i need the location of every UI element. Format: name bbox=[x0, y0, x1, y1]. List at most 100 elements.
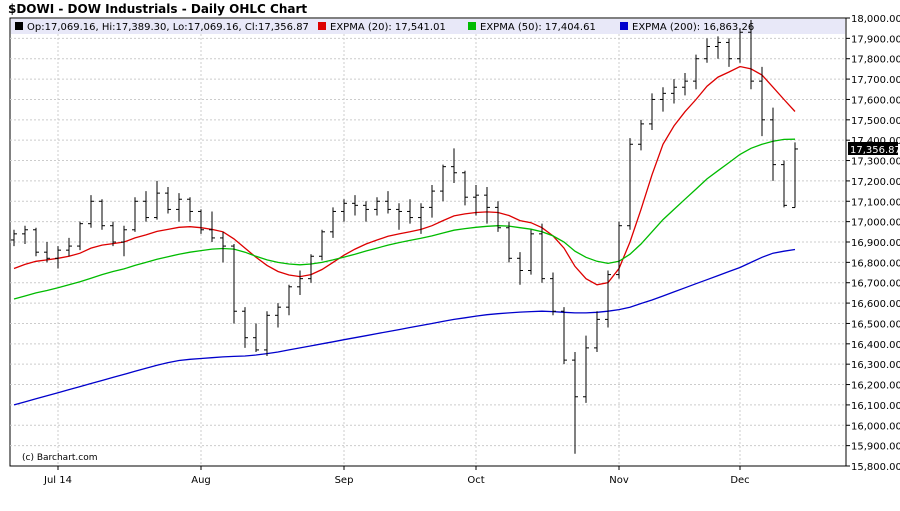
ohlc-bar bbox=[550, 272, 556, 316]
ohlc-bar bbox=[275, 303, 281, 328]
ohlc-bar bbox=[682, 72, 688, 96]
ohlc-bar bbox=[209, 211, 215, 242]
ema200-legend-text: EXPMA (200): 16,863.26 bbox=[632, 22, 754, 33]
ohlc-bar bbox=[484, 187, 490, 224]
ohlc-bar bbox=[286, 284, 292, 316]
ema-series-1 bbox=[13, 138, 796, 300]
y-tick-label: 17,100.00 bbox=[851, 197, 900, 208]
y-tick-label: 17,000.00 bbox=[851, 218, 900, 229]
ema20-legend-swatch bbox=[318, 22, 326, 30]
y-tick-label: 17,800.00 bbox=[851, 55, 900, 66]
ohlc-bar bbox=[616, 221, 622, 279]
ohlc-bar bbox=[253, 323, 259, 352]
ema50-legend-text: EXPMA (50): 17,404.61 bbox=[480, 22, 596, 33]
y-tick-label: 16,200.00 bbox=[851, 381, 900, 392]
ohlc-bar bbox=[99, 199, 105, 230]
ohlc-bar bbox=[473, 184, 479, 216]
y-tick-label: 17,900.00 bbox=[851, 34, 900, 45]
ohlc-bar bbox=[242, 307, 248, 348]
ema20-legend-text: EXPMA (20): 17,541.01 bbox=[330, 22, 446, 33]
x-tick-label: Sep bbox=[335, 475, 354, 486]
y-tick-label: 17,200.00 bbox=[851, 177, 900, 188]
y-tick-label: 16,300.00 bbox=[851, 360, 900, 371]
ohlc-bar bbox=[605, 270, 611, 328]
ohlc-legend-text: Op:17,069.16, Hi:17,389.30, Lo:17,069.16… bbox=[27, 22, 309, 33]
ohlc-bar bbox=[737, 28, 743, 63]
y-tick-label: 17,500.00 bbox=[851, 116, 900, 127]
ohlc-bar bbox=[308, 254, 314, 283]
ohlc-bar bbox=[121, 225, 127, 257]
ohlc-bar bbox=[143, 191, 149, 222]
ohlc-bar bbox=[198, 209, 204, 234]
ohlc-bar bbox=[77, 221, 83, 251]
y-tick-label: 15,900.00 bbox=[851, 442, 900, 453]
y-tick-label: 16,800.00 bbox=[851, 258, 900, 269]
legend-strip bbox=[11, 19, 845, 34]
y-tick-label: 17,600.00 bbox=[851, 95, 900, 106]
ohlc-bar bbox=[572, 351, 578, 454]
ohlc-bar bbox=[594, 311, 600, 352]
ohlc-bar bbox=[319, 229, 325, 261]
x-tick-label: Jul 14 bbox=[43, 475, 72, 486]
ohlc-bar bbox=[33, 227, 39, 257]
y-tick-label: 16,000.00 bbox=[851, 421, 900, 432]
ohlc-bar bbox=[66, 237, 72, 257]
ohlc-bar bbox=[330, 207, 336, 238]
ohlc-bar bbox=[22, 225, 28, 245]
ohlc-bars-group bbox=[11, 20, 798, 454]
ohlc-bar bbox=[187, 197, 193, 222]
ohlc-bar bbox=[220, 231, 226, 263]
ohlc-bar bbox=[352, 195, 358, 216]
ohlc-bar bbox=[638, 119, 644, 151]
y-tick-label: 16,100.00 bbox=[851, 401, 900, 412]
y-tick-label: 16,600.00 bbox=[851, 299, 900, 310]
ema-series-0 bbox=[13, 65, 796, 286]
ohlc-bar bbox=[385, 191, 391, 214]
ohlc-bar bbox=[627, 138, 633, 230]
ohlc-bar bbox=[517, 252, 523, 285]
x-axis: Jul 14 Aug Sep Oct Nov Dec bbox=[43, 466, 750, 486]
ohlc-bar bbox=[506, 221, 512, 263]
x-tick-label: Nov bbox=[609, 475, 629, 486]
ema-series-group bbox=[13, 65, 796, 406]
ohlc-bar bbox=[132, 197, 138, 232]
ohlc-legend-swatch bbox=[15, 22, 23, 30]
last-price-marker bbox=[848, 142, 898, 155]
ohlc-bar bbox=[11, 229, 17, 247]
y-tick-label: 16,400.00 bbox=[851, 340, 900, 351]
y-tick-label: 16,700.00 bbox=[851, 279, 900, 290]
last-price-label: 17,356.87 bbox=[850, 145, 900, 156]
ohlc-bar bbox=[759, 66, 765, 137]
ohlc-bar bbox=[110, 221, 116, 247]
source-credit: (c) Barchart.com bbox=[22, 453, 98, 463]
y-tick-label: 17,700.00 bbox=[851, 75, 900, 86]
ohlc-bar bbox=[44, 242, 50, 263]
y-tick-label: 18,000.00 bbox=[851, 14, 900, 25]
ohlc-bar bbox=[297, 270, 303, 295]
ohlc-bar bbox=[583, 335, 589, 403]
ohlc-bar bbox=[440, 164, 446, 202]
ohlc-bar bbox=[264, 311, 270, 357]
ohlc-bar bbox=[539, 223, 545, 283]
ohlc-bar bbox=[715, 36, 721, 59]
ohlc-bar bbox=[374, 197, 380, 216]
ohlc-bar bbox=[649, 93, 655, 130]
ohlc-bar bbox=[418, 203, 424, 234]
ohlc-bar bbox=[462, 170, 468, 206]
ohlc-bar bbox=[407, 199, 413, 224]
ohlc-bar bbox=[55, 246, 61, 269]
ohlc-bar bbox=[561, 307, 567, 365]
y-tick-label: 16,900.00 bbox=[851, 238, 900, 249]
y-tick-label: 17,300.00 bbox=[851, 157, 900, 168]
x-tick-label: Dec bbox=[730, 475, 749, 486]
ohlc-bar bbox=[671, 79, 677, 104]
ema-series-2 bbox=[13, 248, 796, 406]
ohlc-bar bbox=[341, 199, 347, 222]
ema50-legend-swatch bbox=[468, 22, 476, 30]
ohlc-bar bbox=[748, 20, 754, 90]
y-axis: 15,800.00 15,900.00 16,000.00 16,100.00 16,2… bbox=[846, 14, 900, 473]
ohlc-bar bbox=[704, 38, 710, 63]
ohlc-bar bbox=[451, 148, 457, 183]
ohlc-bar bbox=[660, 87, 666, 112]
